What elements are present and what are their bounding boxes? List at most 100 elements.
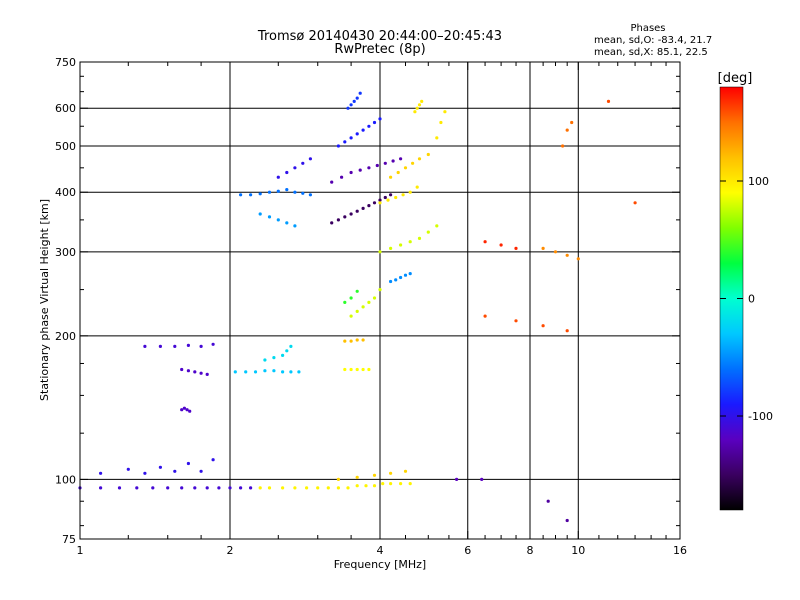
data-point <box>378 117 382 121</box>
x-tick-label: 4 <box>377 544 384 557</box>
data-point <box>330 221 334 225</box>
data-point <box>267 486 272 490</box>
data-point <box>415 185 419 189</box>
y-tick-label: 75 <box>62 533 76 546</box>
data-point <box>340 175 344 179</box>
data-point <box>403 469 408 473</box>
data-point <box>289 370 293 374</box>
data-point <box>276 175 280 179</box>
y-axis-ticks: 75 100 200 300 400 500 600 750 <box>55 56 680 546</box>
y-tick-label: 600 <box>55 102 76 115</box>
data-point <box>182 406 186 410</box>
data-point <box>143 344 147 348</box>
data-point <box>336 486 340 490</box>
data-point <box>285 349 289 353</box>
data-point <box>565 329 569 333</box>
data-point <box>199 371 203 375</box>
data-point <box>272 369 276 373</box>
y-tick-label: 500 <box>55 140 76 153</box>
x-axis-ticks: 1 2 4 6 8 10 16 <box>77 62 687 557</box>
data-point <box>361 367 365 372</box>
data-point <box>361 128 365 132</box>
data-point <box>293 224 297 228</box>
data-point <box>367 367 371 372</box>
data-point <box>480 477 484 481</box>
data-point <box>408 190 412 194</box>
data-point <box>367 124 371 128</box>
data-point <box>413 110 417 114</box>
data-point <box>343 140 347 144</box>
data-point <box>514 246 518 250</box>
data-point <box>258 212 262 216</box>
data-point <box>389 246 393 250</box>
data-point <box>186 461 190 466</box>
data-point <box>386 198 390 202</box>
colorbar-tick-label: 100 <box>748 175 769 188</box>
data-point <box>346 486 350 490</box>
data-point <box>349 170 353 175</box>
data-point <box>514 319 518 323</box>
data-point <box>565 128 569 132</box>
data-point <box>281 486 285 490</box>
data-point <box>99 471 103 475</box>
data-point <box>188 409 192 413</box>
stats-header: Phases <box>630 23 665 34</box>
data-point <box>258 486 262 490</box>
data-point <box>239 193 243 197</box>
data-point <box>411 161 415 165</box>
data-point <box>399 157 403 161</box>
data-point <box>426 230 430 234</box>
data-point <box>455 477 459 481</box>
data-point <box>420 99 424 103</box>
data-point <box>326 486 330 490</box>
data-point <box>173 344 177 348</box>
data-point <box>417 236 422 240</box>
data-point <box>355 367 359 372</box>
data-point <box>417 103 422 107</box>
data-point <box>267 215 272 219</box>
data-point <box>349 296 353 300</box>
data-point <box>372 120 377 125</box>
data-point <box>267 190 272 194</box>
data-point <box>228 486 232 490</box>
data-point <box>158 465 162 469</box>
data-point <box>135 486 139 490</box>
colorbar-ticks: 100 0 -100 <box>720 175 773 423</box>
data-point <box>399 243 403 247</box>
data-point <box>483 240 487 244</box>
data-point <box>401 193 405 197</box>
x-tick-label: 6 <box>464 544 471 557</box>
data-point <box>443 110 447 114</box>
data-point <box>403 273 408 277</box>
y-tick-label: 200 <box>55 330 76 343</box>
data-point <box>541 246 545 250</box>
data-point <box>349 103 353 107</box>
data-point <box>158 344 162 348</box>
data-point <box>263 358 267 362</box>
data-point <box>381 482 385 486</box>
data-point <box>272 356 276 360</box>
data-point <box>253 370 258 374</box>
data-point <box>258 192 262 196</box>
data-point <box>151 486 155 490</box>
data-point <box>435 224 439 228</box>
x-tick-label: 8 <box>527 544 534 557</box>
data-point <box>358 91 362 95</box>
data-point <box>301 161 305 165</box>
y-tick-label: 100 <box>55 473 76 486</box>
data-point <box>378 198 382 202</box>
data-point <box>186 343 190 347</box>
data-point <box>372 296 377 300</box>
colorbar-tick-label: -100 <box>748 410 773 423</box>
data-point <box>355 289 359 293</box>
colorbar-tick-label: 0 <box>748 293 755 306</box>
data-point <box>361 305 365 309</box>
y-axis-label: Stationary phase Virtual Height [km] <box>38 199 51 401</box>
data-point <box>426 152 430 157</box>
data-point <box>561 144 565 148</box>
data-point <box>372 473 377 477</box>
y-tick-label: 400 <box>55 186 76 199</box>
data-point <box>166 486 170 490</box>
data-point <box>355 132 359 136</box>
